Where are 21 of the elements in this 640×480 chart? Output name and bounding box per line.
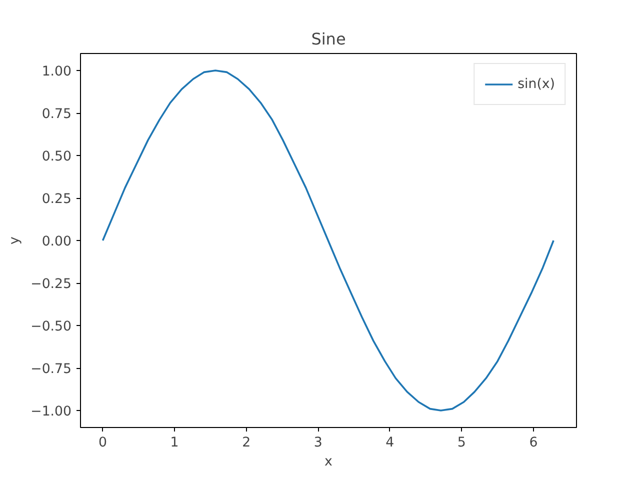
x-axis-title: x xyxy=(324,454,333,470)
y-tick-label: −0.75 xyxy=(30,362,72,377)
y-axis-title: y xyxy=(8,236,23,244)
y-tick-label: −1.00 xyxy=(30,404,72,420)
x-tick-label: 6 xyxy=(529,436,538,450)
y-tick-label: −0.50 xyxy=(30,320,72,334)
y-tick-label: 0.00 xyxy=(42,234,72,250)
x-tick-label: 3 xyxy=(314,436,322,450)
y-tick-label: 1.00 xyxy=(42,64,72,80)
legend-label: sin(x) xyxy=(518,76,555,92)
x-tick-label: 5 xyxy=(457,436,466,450)
x-tick-label: 0 xyxy=(98,436,107,450)
x-tick-label: 1 xyxy=(170,436,179,450)
chart-title: Sine xyxy=(311,30,346,48)
y-tick-label: 0.25 xyxy=(42,192,72,207)
line-series xyxy=(102,70,554,412)
y-tick-label: −0.25 xyxy=(30,277,72,292)
y-tick-label: 0.75 xyxy=(42,107,72,122)
y-tick-label: 0.50 xyxy=(42,150,72,164)
x-tick-label: 2 xyxy=(242,436,251,450)
x-tick-label: 4 xyxy=(386,436,394,450)
